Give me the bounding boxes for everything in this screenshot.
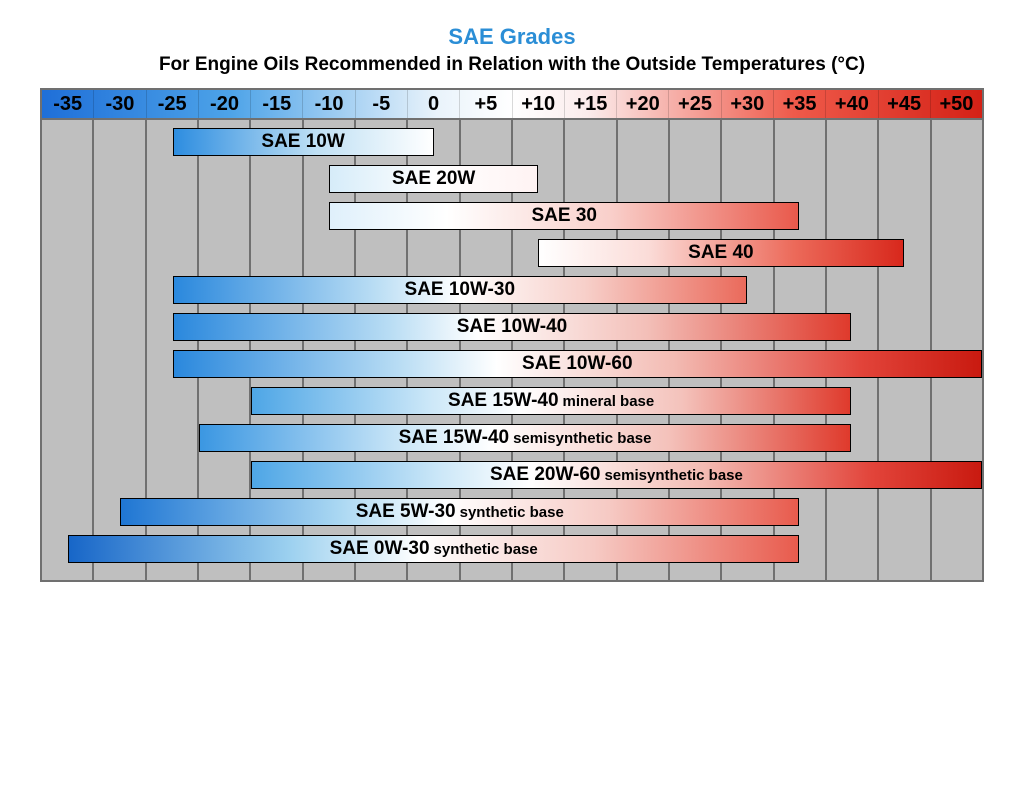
axis-tick: -20 [199,90,251,118]
axis-tick: -25 [147,90,199,118]
axis-tick: -30 [94,90,146,118]
axis-tick: 0 [408,90,460,118]
oil-grade-label: SAE 20W [392,168,475,190]
oil-grade-sublabel: mineral base [563,393,655,410]
axis-tick: +15 [565,90,617,118]
axis-tick: +45 [879,90,931,118]
oil-grade-sublabel: synthetic base [460,504,564,521]
oil-grade-sublabel: synthetic base [434,541,538,558]
oil-grade-bar: SAE 15W-40mineral base [251,387,852,415]
chart-frame: -35-30-25-20-15-10-50+5+10+15+20+25+30+3… [40,88,984,582]
chart-title: SAE Grades [0,24,1024,50]
axis-tick: +20 [617,90,669,118]
axis-tick: +10 [513,90,565,118]
axis-tick: +5 [460,90,512,118]
temperature-axis: -35-30-25-20-15-10-50+5+10+15+20+25+30+3… [42,90,982,120]
oil-grade-sublabel: semisynthetic base [604,467,742,484]
oil-grade-label: SAE 15W-40 [448,390,559,412]
oil-grade-bar: SAE 40 [538,239,904,267]
axis-tick: +25 [669,90,721,118]
axis-tick: -10 [303,90,355,118]
oil-grade-bar: SAE 5W-30synthetic base [120,498,799,526]
oil-grade-label: SAE 10W-30 [405,279,516,301]
oil-grade-bar: SAE 0W-30synthetic base [68,535,799,563]
oil-grade-bar: SAE 10W-30 [173,276,747,304]
oil-grade-label: SAE 40 [688,242,753,264]
oil-grade-label: SAE 10W-40 [457,316,568,338]
oil-grade-label: SAE 10W-60 [522,353,633,375]
axis-tick: -5 [356,90,408,118]
axis-tick: -15 [251,90,303,118]
oil-grade-label: SAE 0W-30 [330,538,430,560]
oil-grade-label: SAE 30 [531,205,596,227]
oil-grade-bar: SAE 10W [173,128,434,156]
axis-tick: +35 [774,90,826,118]
axis-tick: +30 [722,90,774,118]
oil-grade-bar: SAE 20W [329,165,538,193]
oil-grade-label: SAE 15W-40 [399,427,510,449]
bars-layer: SAE 10W SAE 20W SAE 30 SAE 40 SAE 10W-30 SAE … [42,120,982,580]
oil-grade-label: SAE 10W [261,131,344,153]
oil-grade-bar: SAE 10W-40 [173,313,852,341]
chart-subtitle: For Engine Oils Recommended in Relation … [0,54,1024,76]
chart-body: SAE 10W SAE 20W SAE 30 SAE 40 SAE 10W-30 SAE … [42,120,982,580]
axis-tick: +40 [826,90,878,118]
axis-tick: +50 [931,90,982,118]
oil-grade-bar: SAE 20W-60semisynthetic base [251,461,982,489]
oil-grade-bar: SAE 10W-60 [173,350,982,378]
oil-grade-bar: SAE 30 [329,202,799,230]
oil-grade-sublabel: semisynthetic base [513,430,651,447]
oil-grade-label: SAE 5W-30 [356,501,456,523]
oil-grade-bar: SAE 15W-40semisynthetic base [199,424,852,452]
oil-grade-label: SAE 20W-60 [490,464,601,486]
axis-tick: -35 [42,90,94,118]
